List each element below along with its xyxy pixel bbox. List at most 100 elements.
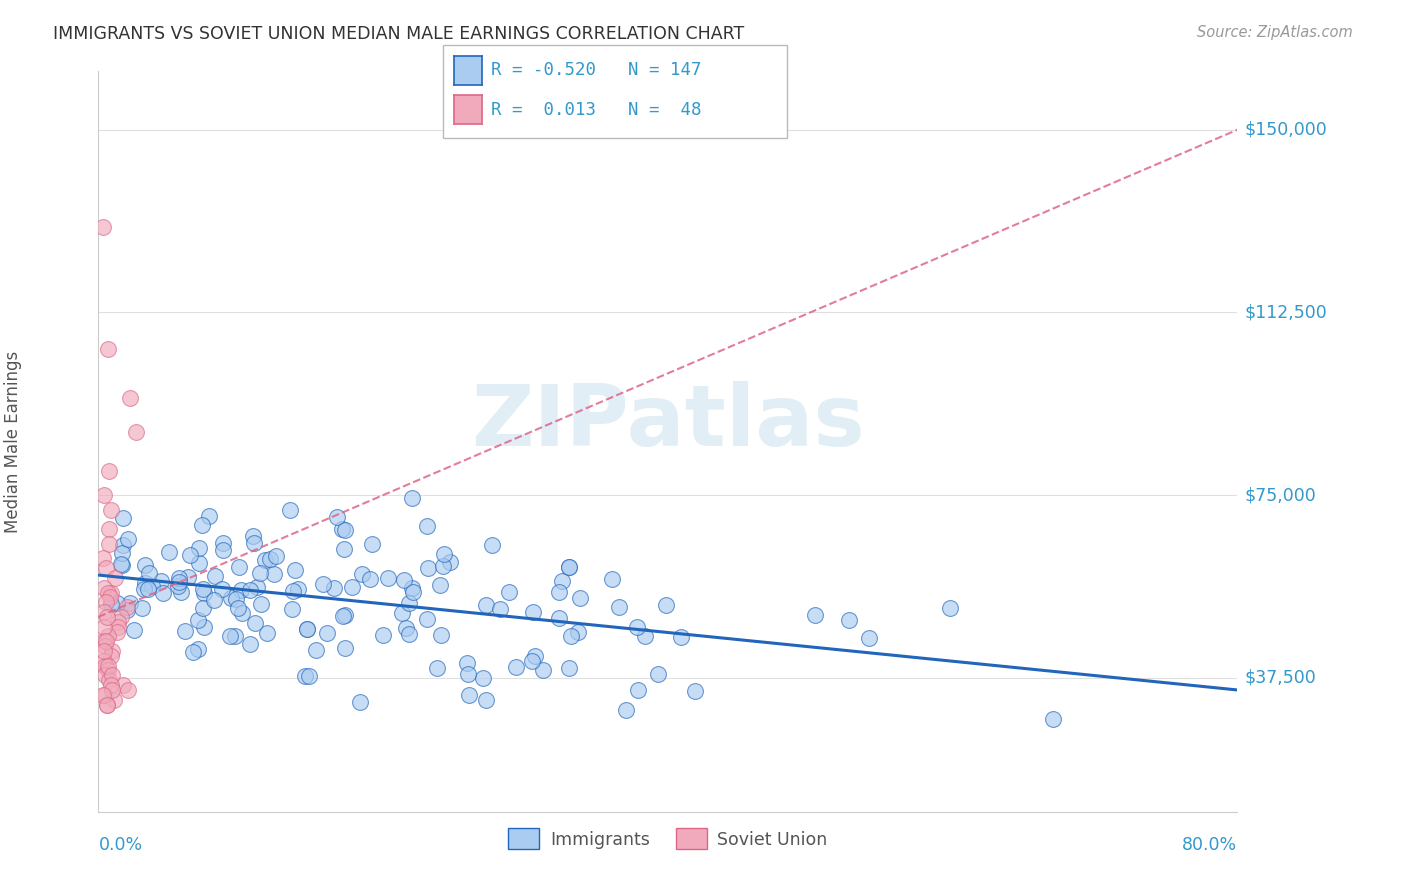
Point [157, 545, 180, 559]
Point [607, 600, 630, 615]
Point [191, 517, 214, 532]
Point [111, 558, 134, 573]
Point [263, 566, 285, 581]
Point [395, 621, 418, 635]
Point [101, 644, 124, 658]
Point [170, 585, 193, 599]
Point [93, 658, 115, 673]
Point [167, 579, 190, 593]
Point [97, 673, 120, 688]
Point [97, 342, 120, 356]
Point [211, 543, 233, 558]
Point [439, 555, 461, 569]
Point [167, 571, 190, 585]
Point [332, 608, 354, 623]
Point [249, 597, 271, 611]
Point [97, 585, 120, 599]
Point [167, 575, 190, 590]
Point [391, 606, 413, 620]
Point [94, 634, 117, 648]
Point [259, 552, 281, 566]
Point [311, 577, 333, 591]
Point [93, 581, 115, 595]
Point [669, 630, 692, 644]
Point [117, 532, 139, 546]
Point [107, 597, 129, 611]
Point [401, 582, 423, 596]
Point [281, 584, 304, 599]
Point [97, 464, 120, 478]
Point [322, 581, 344, 595]
Point [359, 572, 381, 586]
Text: R =  0.013: R = 0.013 [491, 101, 596, 119]
Point [107, 615, 129, 629]
Point [433, 547, 456, 561]
Point [430, 628, 453, 642]
Point [224, 629, 246, 643]
Point [231, 607, 253, 621]
Point [361, 537, 384, 551]
Point [122, 623, 145, 637]
Point [264, 549, 287, 563]
Point [316, 625, 339, 640]
Point [522, 605, 544, 619]
Point [141, 579, 163, 593]
Point [111, 511, 134, 525]
Point [136, 582, 159, 597]
Point [105, 624, 128, 639]
Point [243, 616, 266, 631]
Point [202, 593, 225, 607]
Point [523, 648, 546, 663]
Point [94, 561, 117, 575]
Point [118, 596, 141, 610]
Point [103, 692, 125, 706]
Point [94, 668, 117, 682]
Point [100, 585, 122, 599]
Legend: Immigrants, Soviet Union: Immigrants, Soviet Union [501, 822, 835, 856]
Point [246, 580, 269, 594]
Point [298, 668, 321, 682]
Point [112, 678, 135, 692]
Point [198, 508, 221, 523]
Point [600, 573, 623, 587]
Point [107, 619, 129, 633]
Point [226, 600, 249, 615]
Point [97, 664, 120, 678]
Point [117, 682, 139, 697]
Point [377, 571, 399, 585]
Text: N =  48: N = 48 [628, 101, 702, 119]
Point [96, 698, 118, 712]
Point [97, 658, 120, 673]
Point [91, 551, 114, 566]
Point [558, 661, 581, 675]
Text: $150,000: $150,000 [1244, 120, 1327, 139]
Point [249, 566, 271, 580]
Point [939, 600, 962, 615]
Point [401, 491, 423, 505]
Point [91, 220, 114, 235]
Point [398, 627, 420, 641]
Point [93, 619, 115, 633]
Point [432, 558, 454, 573]
Point [647, 666, 669, 681]
Point [803, 608, 825, 623]
Point [124, 425, 146, 439]
Point [558, 559, 581, 574]
Text: $112,500: $112,500 [1244, 303, 1327, 321]
Point [352, 567, 374, 582]
Point [111, 538, 134, 552]
Point [457, 666, 479, 681]
Point [278, 503, 301, 517]
Point [481, 538, 503, 552]
Point [225, 592, 247, 607]
Point [152, 586, 174, 600]
Point [416, 561, 439, 575]
Point [188, 541, 211, 556]
Point [100, 648, 122, 663]
Point [104, 571, 127, 585]
Point [243, 536, 266, 550]
Point [560, 628, 582, 642]
Point [548, 611, 571, 625]
Point [458, 688, 481, 702]
Point [294, 668, 316, 682]
